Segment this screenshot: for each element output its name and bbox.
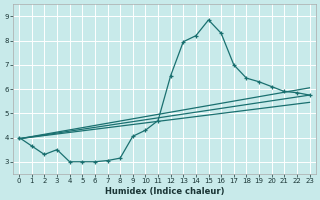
X-axis label: Humidex (Indice chaleur): Humidex (Indice chaleur)	[105, 187, 224, 196]
